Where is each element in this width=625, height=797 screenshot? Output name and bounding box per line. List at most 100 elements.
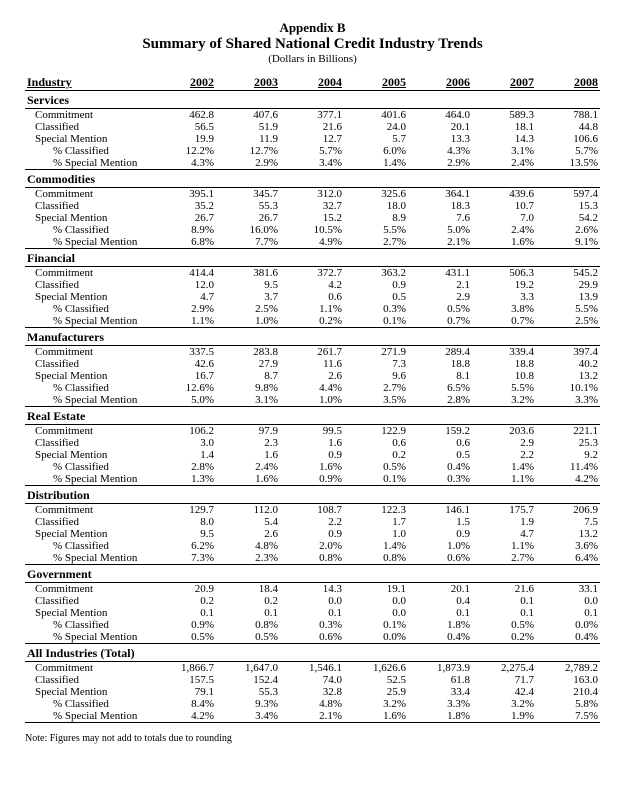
row-label: % Classified (25, 540, 152, 552)
cell-value: 0.0% (536, 619, 600, 631)
cell-value: 42.6 (152, 358, 216, 370)
table-row: % Classified8.4%9.3%4.8%3.2%3.3%3.2%5.8% (25, 698, 600, 710)
cell-value: 7.0 (472, 212, 536, 224)
cell-value: 0.8% (280, 552, 344, 565)
table-row: % Special Mention1.3%1.6%0.9%0.1%0.3%1.1… (25, 473, 600, 486)
cell-value: 5.7% (536, 145, 600, 157)
cell-value: 0.0% (344, 631, 408, 644)
cell-value: 2.6% (536, 224, 600, 236)
cell-value: 5.7% (280, 145, 344, 157)
cell-value: 1.8% (408, 710, 472, 723)
cell-value: 431.1 (408, 267, 472, 280)
cell-value: 159.2 (408, 425, 472, 438)
row-label: Commitment (25, 425, 152, 438)
cell-value: 414.4 (152, 267, 216, 280)
cell-value: 61.8 (408, 674, 472, 686)
cell-value: 0.6 (280, 291, 344, 303)
cell-value: 0.2 (216, 595, 280, 607)
cell-value: 0.2% (472, 631, 536, 644)
cell-value: 289.4 (408, 346, 472, 359)
cell-value: 1.7 (344, 516, 408, 528)
cell-value: 1.5 (408, 516, 472, 528)
row-label: % Special Mention (25, 315, 152, 328)
cell-value: 20.9 (152, 583, 216, 596)
cell-value: 3.7 (216, 291, 280, 303)
row-label: Special Mention (25, 370, 152, 382)
table-row: Special Mention0.10.10.10.00.10.10.1 (25, 607, 600, 619)
section-header: Commodities (25, 170, 600, 188)
cell-value: 1.0% (280, 394, 344, 407)
cell-value: 2.7% (344, 382, 408, 394)
cell-value: 2.3% (216, 552, 280, 565)
section-name: Services (25, 91, 600, 109)
cell-value: 55.3 (216, 200, 280, 212)
cell-value: 401.6 (344, 109, 408, 122)
cell-value: 99.5 (280, 425, 344, 438)
table-row: Special Mention79.155.332.825.933.442.42… (25, 686, 600, 698)
cell-value: 3.5% (344, 394, 408, 407)
cell-value: 1.1% (280, 303, 344, 315)
section-name: Distribution (25, 486, 600, 504)
cell-value: 8.1 (408, 370, 472, 382)
cell-value: 9.1% (536, 236, 600, 249)
cell-value: 129.7 (152, 504, 216, 517)
cell-value: 21.6 (472, 583, 536, 596)
cell-value: 1.6 (280, 437, 344, 449)
cell-value: 0.2 (152, 595, 216, 607)
cell-value: 24.0 (344, 121, 408, 133)
cell-value: 2.9% (408, 157, 472, 170)
cell-value: 32.8 (280, 686, 344, 698)
cell-value: 2.5% (216, 303, 280, 315)
cell-value: 97.9 (216, 425, 280, 438)
cell-value: 2.6 (216, 528, 280, 540)
cell-value: 0.1 (472, 595, 536, 607)
cell-value: 51.9 (216, 121, 280, 133)
cell-value: 16.0% (216, 224, 280, 236)
row-label: % Special Mention (25, 552, 152, 565)
cell-value: 33.4 (408, 686, 472, 698)
cell-value: 13.2 (536, 370, 600, 382)
row-label: Commitment (25, 346, 152, 359)
row-label: Classified (25, 516, 152, 528)
table-row: Classified42.627.911.67.318.818.840.2 (25, 358, 600, 370)
cell-value: 12.2% (152, 145, 216, 157)
cell-value: 1.0% (408, 540, 472, 552)
cell-value: 1.8% (408, 619, 472, 631)
cell-value: 18.8 (472, 358, 536, 370)
cell-value: 4.3% (152, 157, 216, 170)
table-row: % Special Mention0.5%0.5%0.6%0.0%0.4%0.2… (25, 631, 600, 644)
cell-value: 8.4% (152, 698, 216, 710)
cell-value: 206.9 (536, 504, 600, 517)
section-name: Commodities (25, 170, 600, 188)
cell-value: 19.1 (344, 583, 408, 596)
cell-value: 15.2 (280, 212, 344, 224)
cell-value: 271.9 (344, 346, 408, 359)
cell-value: 10.8 (472, 370, 536, 382)
cell-value: 18.0 (344, 200, 408, 212)
cell-value: 210.4 (536, 686, 600, 698)
table-row: Classified35.255.332.718.018.310.715.3 (25, 200, 600, 212)
cell-value: 79.1 (152, 686, 216, 698)
section-header: Government (25, 565, 600, 583)
cell-value: 0.1 (280, 607, 344, 619)
cell-value: 19.2 (472, 279, 536, 291)
section-name: Manufacturers (25, 328, 600, 346)
cell-value: 56.5 (152, 121, 216, 133)
cell-value: 439.6 (472, 188, 536, 201)
cell-value: 32.7 (280, 200, 344, 212)
cell-value: 106.2 (152, 425, 216, 438)
cell-value: 2.0% (280, 540, 344, 552)
cell-value: 1,866.7 (152, 662, 216, 675)
cell-value: 163.0 (536, 674, 600, 686)
table-row: Commitment462.8407.6377.1401.6464.0589.3… (25, 109, 600, 122)
cell-value: 1.9% (472, 710, 536, 723)
cell-value: 1.6 (216, 449, 280, 461)
cell-value: 11.4% (536, 461, 600, 473)
cell-value: 1.0% (216, 315, 280, 328)
cell-value: 25.9 (344, 686, 408, 698)
cell-value: 4.7 (152, 291, 216, 303)
cell-value: 0.1% (344, 473, 408, 486)
cell-value: 3.3% (536, 394, 600, 407)
col-year: 2002 (152, 75, 216, 91)
cell-value: 5.8% (536, 698, 600, 710)
